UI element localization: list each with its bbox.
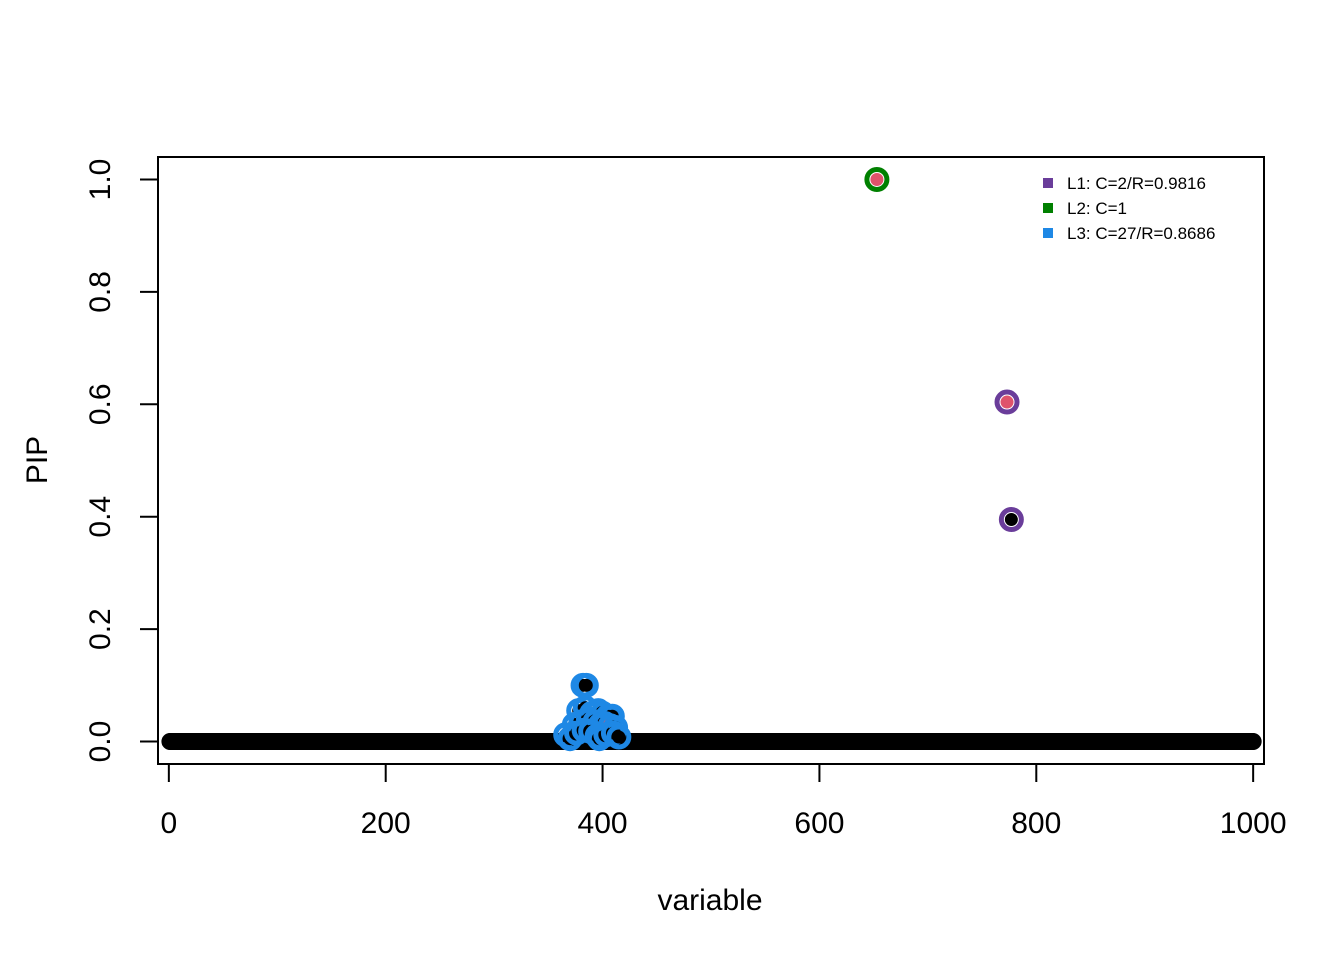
cs-ring <box>606 724 632 750</box>
data-points <box>161 733 1262 751</box>
y-tick-label: 0.2 <box>84 608 117 650</box>
x-tick-label: 400 <box>578 807 628 840</box>
y-tick-label: 1.0 <box>84 159 117 201</box>
legend-label: L3: C=27/R=0.8686 <box>1067 224 1215 243</box>
x-tick-label: 0 <box>160 807 177 840</box>
x-tick-label: 800 <box>1011 807 1061 840</box>
legend-swatch <box>1043 178 1053 188</box>
legend-swatch <box>1043 228 1053 238</box>
y-tick-label: 0.4 <box>84 496 117 538</box>
legend-label: L1: C=2/R=0.9816 <box>1067 174 1206 193</box>
y-tick-label: 0.0 <box>84 721 117 763</box>
cs-point-l3 <box>573 672 599 698</box>
y-tick-label: 0.8 <box>84 271 117 313</box>
x-tick-label: 1000 <box>1220 807 1287 840</box>
legend-item: L1: C=2/R=0.9816 <box>1043 174 1206 193</box>
y-axis: 0.0 0.2 0.4 0.6 0.8 1.0 <box>84 159 159 763</box>
cs-ring <box>998 507 1024 533</box>
legend: L1: C=2/R=0.9816 L2: C=1 L3: C=27/R=0.8686 <box>1043 174 1215 243</box>
pip-dot <box>612 730 626 744</box>
x-tick-label: 600 <box>794 807 844 840</box>
cs-point-l3 <box>606 724 632 750</box>
pip-dot <box>579 678 593 692</box>
cs-point-l1 <box>998 507 1024 533</box>
data-point <box>1244 733 1262 751</box>
x-axis-label: variable <box>657 884 762 917</box>
legend-swatch <box>1043 203 1053 213</box>
legend-item: L2: C=1 <box>1043 199 1127 218</box>
credible-set-points <box>553 166 1024 752</box>
cs-ring <box>994 389 1020 415</box>
y-tick-label: 0.6 <box>84 383 117 425</box>
legend-label: L2: C=1 <box>1067 199 1127 218</box>
legend-item: L3: C=27/R=0.8686 <box>1043 224 1215 243</box>
true-effect-dot <box>1000 395 1014 409</box>
x-tick-label: 200 <box>361 807 411 840</box>
cs-point-l2 <box>864 166 890 192</box>
plot-frame <box>157 156 1265 765</box>
y-axis-label: PIP <box>21 436 54 484</box>
cs-ring <box>864 166 890 192</box>
pip-dot <box>1004 513 1018 527</box>
cs-ring <box>573 672 599 698</box>
true-effect-dot <box>870 172 884 186</box>
x-axis: 0 200 400 600 800 1000 <box>160 763 1287 840</box>
cs-point-l1 <box>994 389 1020 415</box>
